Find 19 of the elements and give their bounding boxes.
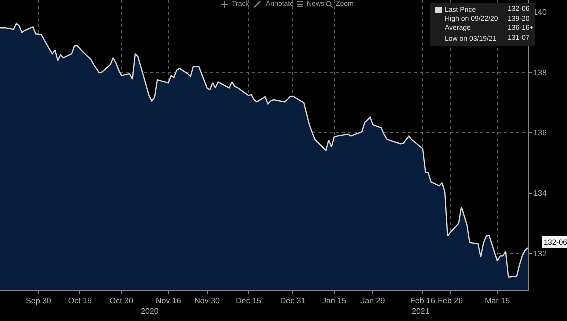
x-tick-label: Feb 26 [438,296,464,306]
x-tick-label: Nov 16 [156,296,182,306]
x-tick-label: Nov 30 [194,296,221,306]
y-tick-label: 136 [534,128,548,138]
x-tick-label: Feb 16 [410,296,436,306]
x-tick-label: Sep 30 [26,296,52,306]
x-tick-label: Dec 15 [236,296,262,306]
y-tick-label: 134 [534,189,548,198]
x-tick-label: Jan 15 [322,296,348,306]
x-tick-label: Oct 30 [110,296,134,306]
text: 2021 [412,307,430,316]
y-tick-label: 138 [534,68,548,78]
x-tick-label: Mar 15 [485,296,511,306]
y-tick-label: 132 [534,250,548,259]
x-tick-label: Jan 29 [361,296,386,306]
y-tick-label: 140 [534,8,548,17]
x-tick-label: Dec 31 [280,296,306,306]
x-tick-label: Oct 15 [68,296,92,306]
text: 2020 [141,307,160,316]
